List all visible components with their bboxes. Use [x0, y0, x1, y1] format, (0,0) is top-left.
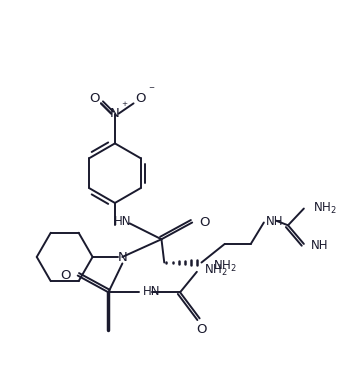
Text: O: O: [200, 216, 210, 229]
Text: NH: NH: [311, 239, 329, 252]
Text: N: N: [118, 251, 127, 264]
Text: NH$_2$: NH$_2$: [213, 259, 237, 274]
Text: $^+$: $^+$: [120, 101, 128, 111]
Text: O: O: [89, 92, 100, 105]
Text: O: O: [136, 92, 146, 105]
Text: HN: HN: [143, 285, 160, 298]
Text: O: O: [196, 323, 207, 336]
Text: NH$_2$: NH$_2$: [204, 262, 228, 277]
Text: NH$_2$: NH$_2$: [313, 201, 337, 216]
Text: NH: NH: [266, 215, 283, 228]
Text: O: O: [60, 269, 70, 282]
Text: $^-$: $^-$: [147, 85, 155, 95]
Text: N: N: [110, 107, 120, 120]
Text: HN: HN: [114, 215, 131, 228]
